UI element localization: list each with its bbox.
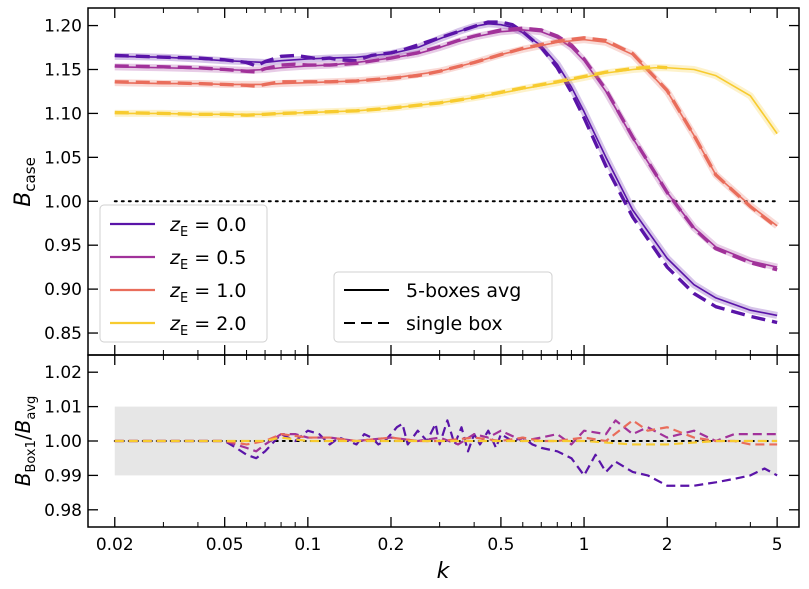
legend-redshift: zE = 0.0 zE = 0.5 zE = 1.0 zE = 2.0	[99, 204, 268, 343]
top-panel: 0.85 0.90 0.95 1.00 1.05 1.10 1.15 1.20 Bcase z…	[11, 7, 800, 356]
series-single-3	[114, 65, 668, 117]
legend-linestyle: 5-boxes avg single box	[333, 271, 553, 343]
top-y-axis-label: Bcase	[11, 157, 39, 207]
bottom-y-tick-label-1: 0.99	[44, 466, 82, 486]
top-y-tick-label-4: 1.05	[44, 148, 82, 168]
legend-label-0: zE = 0.0	[169, 214, 246, 240]
top-y-tick-label-0: 0.85	[44, 324, 82, 344]
x-tick-label-7: 5	[772, 535, 783, 555]
legend-redshift-box	[99, 204, 268, 343]
x-tick-label-3: 0.2	[377, 535, 404, 555]
x-tick-label-6: 2	[662, 535, 673, 555]
series-avg-halo-3	[114, 64, 780, 136]
legend-solid-label: 5-boxes avg	[406, 280, 521, 302]
series-single-0	[114, 20, 778, 325]
x-tick-label-2: 0.1	[294, 535, 321, 555]
top-y-tick-label-7: 1.20	[44, 17, 82, 37]
bottom-y-tick-label-2: 1.00	[44, 432, 82, 452]
series-single-1	[114, 26, 778, 272]
x-tick-label-5: 1	[579, 535, 590, 555]
x-axis-label: k	[437, 559, 451, 584]
bottom-plot-frame	[87, 354, 800, 528]
bottom-y-tick-label-3: 1.01	[44, 398, 82, 418]
legend-label-3: zE = 2.0	[169, 313, 246, 339]
ratio-series-3	[114, 436, 778, 446]
bottom-y-tick-label-4: 1.02	[44, 363, 82, 383]
series-single-2	[114, 36, 779, 229]
x-tick-label-4: 0.5	[487, 535, 514, 555]
legend-label-1: zE = 0.5	[169, 247, 246, 273]
legend-dashed-label: single box	[406, 313, 503, 335]
bottom-y-tick-label-0: 0.98	[44, 501, 82, 521]
top-y-tick-label-3: 1.00	[44, 192, 82, 212]
bottom-panel: 0.02 0.05 0.1 0.2 0.5 1 2 5 0.98 0.99 1.00 1.01 1.02…	[11, 354, 800, 584]
top-y-tick-label-5: 1.10	[44, 104, 82, 124]
top-y-tick-label-1: 0.90	[44, 280, 82, 300]
x-tick-label-0: 0.02	[96, 535, 134, 555]
legend-label-2: zE = 1.0	[169, 280, 246, 306]
x-tick-label-1: 0.05	[206, 535, 244, 555]
top-y-tick-label-2: 0.95	[44, 236, 82, 256]
ratio-series-2	[114, 419, 778, 446]
bottom-y-axis-label: BBox1/Bavg	[11, 396, 39, 487]
top-y-tick-label-6: 1.15	[44, 60, 82, 80]
ratio-series-1	[114, 419, 778, 453]
